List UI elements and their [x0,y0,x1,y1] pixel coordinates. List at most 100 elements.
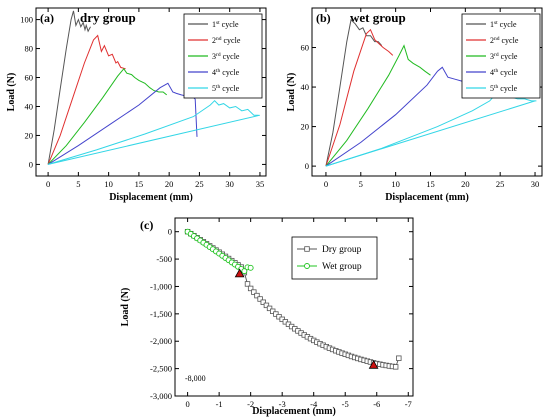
x-tick-label: 20 [165,179,174,189]
y-tick-label: 40 [25,101,34,111]
legend-label-ordinal: nd [216,36,222,42]
y-tick-label: -3,000 [150,391,172,401]
y-tick-label: 0 [305,161,309,171]
legend-label-ordinal: th [216,68,221,74]
x-tick-label: 15 [135,179,144,189]
legend-label-ordinal: rd [494,52,499,58]
y-tick-label: -2,500 [150,364,172,374]
data-point [260,299,266,305]
data-point [254,292,260,299]
x-tick-label: -2 [247,399,254,409]
legend-label: 2nd cycle [212,36,241,45]
x-tick-label: 10 [391,179,400,189]
legend-label-word: cycle [220,84,239,93]
panel-c-comparison: (c) 0 -1 -2 -3 -4 -5 -6 -7 0 -500 -1,000 -1,500 -2,… [120,217,414,417]
panel-a-y-ticks: 0 20 40 60 80 100 [20,15,266,169]
panel-c-series [184,228,402,370]
series-line [47,34,126,165]
series-line [47,114,261,165]
legend-label-word: cycle [498,68,517,77]
x-tick-label: 0 [185,399,189,409]
y-tick-label: 80 [25,44,34,54]
panel-a-title: dry group [80,10,136,25]
y-tick-label: 20 [25,130,34,140]
legend-label: 5th cycle [490,84,518,93]
legend-label-number: 2 [490,36,494,45]
panel-a-label: (a) [40,11,54,25]
legend-label-ordinal: st [216,20,220,26]
x-tick-label: -1 [216,399,223,409]
data-point [304,263,310,269]
legend-label-word: cycle [500,36,519,45]
panel-b-x-ticks: 0 5 10 15 20 25 30 [324,8,539,189]
data-point [396,355,402,361]
x-tick-label: 0 [46,179,50,189]
legend-label-word: cycle [499,52,518,61]
panel-b-title: wet group [350,10,406,25]
legend-label-ordinal: rd [216,52,221,58]
series-line [47,10,91,165]
y-tick-label: 20 [301,122,310,132]
legend-label-number: 3 [212,52,216,61]
y-tick-label: 0 [168,227,172,237]
x-tick-label: -3 [279,399,286,409]
data-point [392,364,399,370]
y-tick-label: 40 [301,82,310,92]
panel-b-x-axis-title: Displacement (mm) [385,192,469,203]
series-line [47,99,259,165]
legend-label-word: cycle [220,20,239,29]
data-point [257,296,263,302]
data-point [244,281,251,287]
panel-a-x-axis-title: Displacement (mm) [109,192,193,203]
panel-c-x-ticks: 0 -1 -2 -3 -4 -5 -6 -7 [185,218,412,409]
x-tick-label: 25 [496,179,505,189]
legend-label-number: 2 [212,36,216,45]
legend-label: 4th cycle [212,68,240,77]
legend-label-ordinal: nd [494,36,500,42]
legend-label-ordinal: th [494,84,499,90]
data-point [304,246,310,252]
y-tick-label: 60 [25,73,34,83]
legend-label: 1st cycle [490,20,517,29]
peak-marker [368,360,379,369]
x-tick-label: 5 [359,179,363,189]
panel-c-x-axis-title: Displacement (mm) [252,406,336,417]
panel-c-y-axis-title: Load (N) [120,288,131,327]
y-tick-label: -500 [156,254,172,264]
legend-label-number: 5 [212,84,216,93]
data-point [270,308,276,314]
legend-label: 3rd cycle [490,52,518,61]
y-tick-label: 60 [301,43,310,53]
data-point [263,302,270,309]
x-tick-label: -6 [373,399,380,409]
data-point [247,264,254,271]
y-tick-label: -2,000 [150,336,172,346]
peak-marker [234,268,245,278]
legend-label-ordinal: th [216,84,221,90]
data-point [241,268,248,275]
panel-c-annotation: -8,000 [185,374,206,383]
x-tick-label: 20 [461,179,470,189]
legend-label-number: 4 [490,68,494,77]
panel-c-legend: Dry group Wet group [291,236,378,280]
data-point [247,285,254,292]
legend-label-word: cycle [498,84,517,93]
x-tick-label: -4 [310,399,318,409]
panel-b-label: (b) [316,11,331,25]
x-tick-label: 30 [225,179,234,189]
x-tick-label: 0 [324,179,328,189]
x-tick-label: 35 [256,179,265,189]
legend-label: Dry group [322,245,362,255]
y-tick-label: -1,000 [150,281,172,291]
legend-label-word: cycle [498,20,517,29]
y-tick-label: -1,500 [150,309,172,319]
series-line [325,28,394,167]
legend-label: 2nd cycle [490,36,519,45]
legend-label-ordinal: th [494,68,499,74]
series-line [325,18,383,167]
data-point [266,305,273,312]
legend-label: 3rd cycle [212,52,240,61]
legend-label: Wet group [322,262,362,272]
